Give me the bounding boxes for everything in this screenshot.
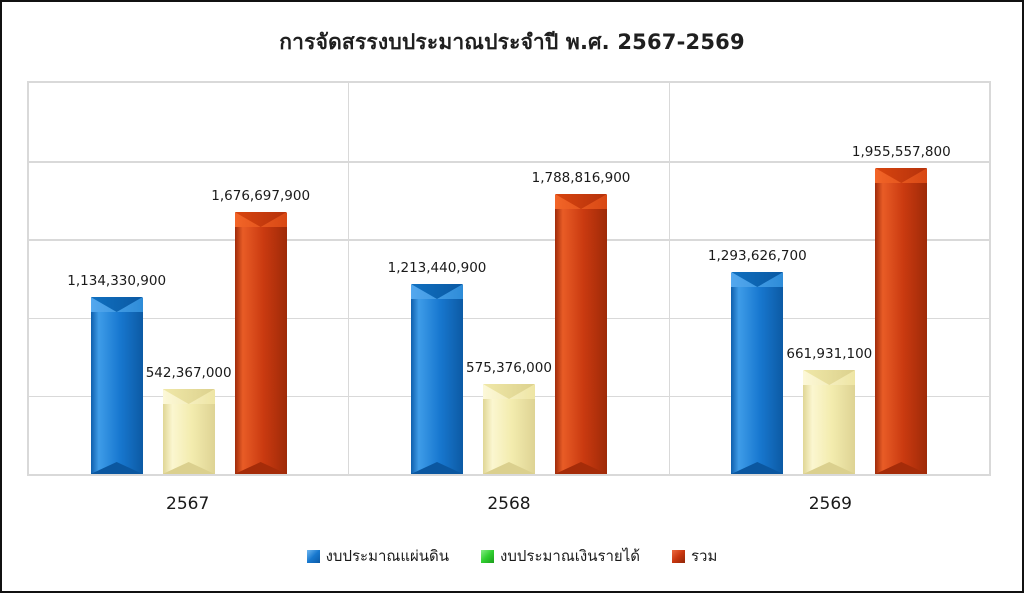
category-panel-2567: 1,134,330,900 542,367,000 1,676,697,900 [29, 83, 350, 474]
bar-2567-series0 [90, 297, 143, 474]
legend-item: รวม [672, 544, 717, 568]
x-axis-label-2568: 2568 [487, 494, 531, 514]
bar-2568-series2 [554, 194, 607, 474]
value-label: 575,376,000 [466, 360, 552, 376]
bar-bevel [554, 462, 607, 474]
bar-slot: 1,676,697,900 [211, 83, 310, 474]
x-axis-labels: 2567 2568 2569 [27, 494, 991, 514]
value-label: 1,955,557,800 [851, 144, 951, 160]
bar-2568-series0 [410, 284, 463, 474]
legend-swatch-icon [481, 549, 495, 563]
bar-slot: 661,931,100 [786, 83, 872, 474]
bar-slot: 1,293,626,700 [708, 83, 807, 474]
category-panel-2568: 1,213,440,900 575,376,000 1,788,816,900 [349, 83, 670, 474]
bar-2568-series1 [482, 384, 535, 474]
value-label: 1,676,697,900 [211, 188, 311, 204]
gridline [29, 161, 989, 163]
value-label: 661,931,100 [786, 346, 873, 362]
value-label: 1,293,626,700 [707, 248, 807, 264]
legend-swatch-icon [672, 549, 685, 563]
bar-slot: 1,788,816,900 [532, 83, 630, 474]
x-axis-label-2567: 2567 [166, 494, 210, 514]
bar-bevel [162, 462, 215, 474]
gridline [29, 317, 989, 320]
value-label: 1,134,330,900 [67, 273, 167, 289]
bar-2569-series0 [731, 272, 784, 474]
bar-slot: 1,213,440,900 [388, 83, 486, 474]
bar-bevel [90, 462, 143, 474]
legend-item: งบประมาณแผ่นดิน [306, 544, 450, 568]
bar-slot: 1,955,557,800 [852, 83, 951, 474]
plot-area: 1,134,330,900 542,367,000 1,676,697,900 1,2… [27, 81, 991, 476]
bar-2567-series2 [234, 212, 287, 474]
x-axis-label-2569: 2569 [808, 494, 852, 514]
bar-2567-series1 [162, 389, 215, 474]
bar-bevel [803, 462, 856, 474]
bar-slot: 1,134,330,900 [67, 83, 166, 474]
bar-slot: 575,376,000 [466, 83, 552, 474]
category-panels: 1,134,330,900 542,367,000 1,676,697,900 1,2… [29, 83, 989, 474]
bar-bevel [482, 462, 535, 474]
legend-label: รวม [691, 547, 718, 565]
bar-bevel [234, 462, 287, 474]
value-label: 1,213,440,900 [387, 260, 487, 276]
legend-label: งบประมาณเงินรายได้ [500, 547, 640, 565]
legend-label: งบประมาณแผ่นดิน [325, 547, 450, 565]
bar-bevel [410, 462, 463, 474]
category-panel-2569: 1,293,626,700 661,931,100 1,955,557,800 [670, 83, 989, 474]
legend: งบประมาณแผ่นดิน งบประมาณเงินรายได้ รวม [2, 544, 1022, 568]
bar-2569-series2 [875, 168, 928, 474]
value-label: 1,788,816,900 [531, 170, 631, 186]
legend-swatch-icon [306, 549, 320, 563]
bar-slot: 542,367,000 [146, 83, 232, 474]
bar-bevel [875, 462, 928, 474]
gridline [29, 239, 989, 241]
legend-item: งบประมาณเงินรายได้ [481, 544, 640, 568]
value-label: 542,367,000 [145, 365, 232, 381]
bar-bevel [731, 462, 784, 474]
chart-title: การจัดสรรงบประมาณประจำปี พ.ศ. 2567-2569 [279, 30, 745, 54]
bar-2569-series1 [803, 370, 856, 474]
